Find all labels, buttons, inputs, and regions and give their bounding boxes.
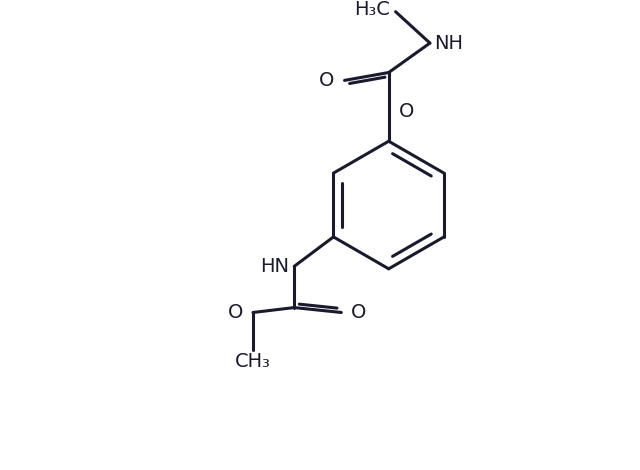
Text: O: O — [399, 102, 414, 121]
Text: NH: NH — [434, 33, 463, 53]
Text: O: O — [319, 71, 335, 90]
Text: HN: HN — [260, 257, 289, 276]
Text: O: O — [351, 303, 367, 322]
Text: CH₃: CH₃ — [235, 352, 271, 371]
Text: O: O — [228, 303, 243, 322]
Text: H₃C: H₃C — [354, 0, 390, 19]
